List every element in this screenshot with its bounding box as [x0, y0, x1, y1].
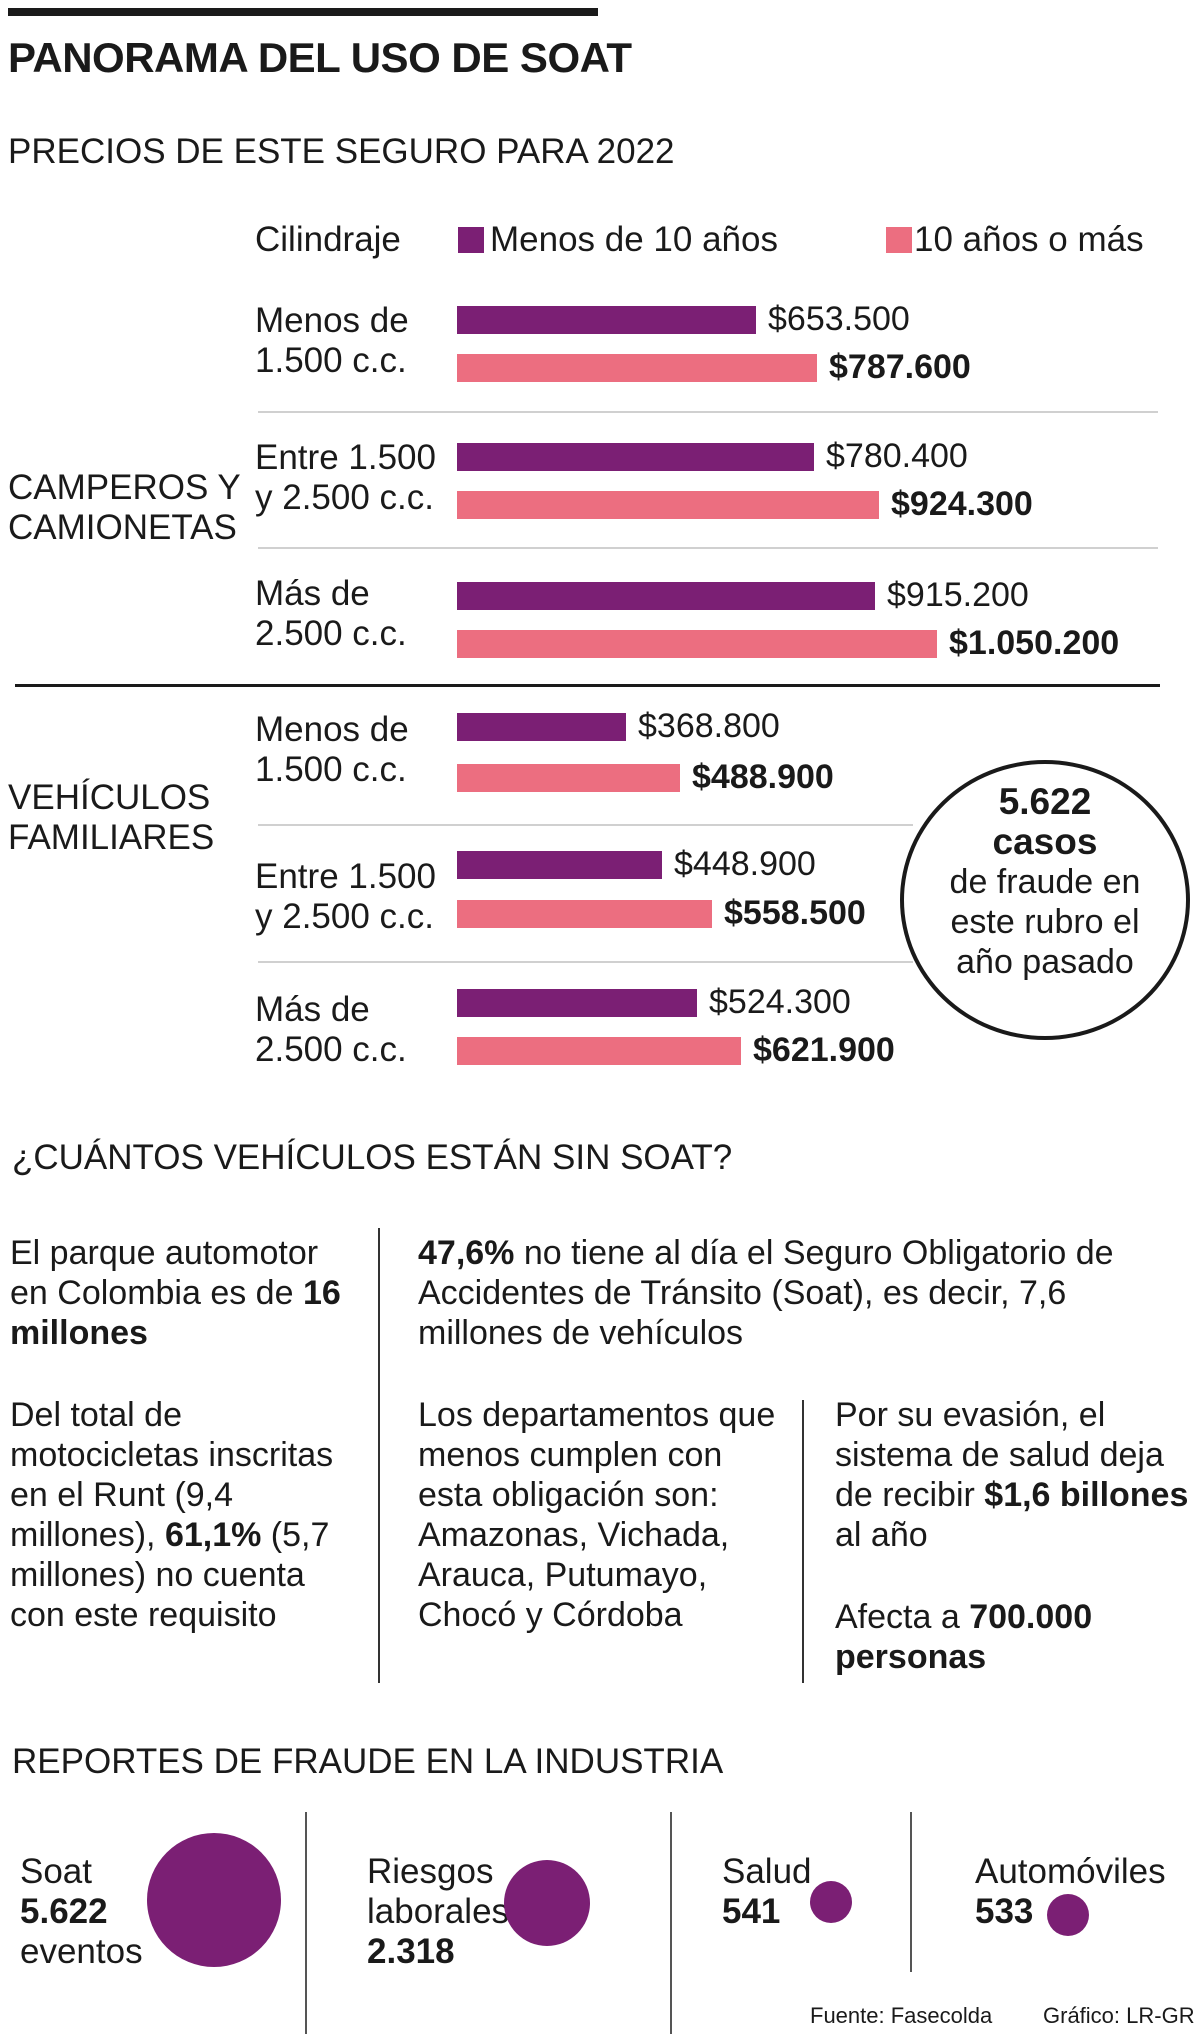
- group-divider: [15, 684, 1160, 687]
- column-divider: [670, 1812, 672, 2034]
- fraud-bubble: [810, 1881, 852, 1923]
- bar-menos-10: [457, 582, 875, 610]
- fact-motocicletas: Del total de motocicletas inscritas en e…: [10, 1396, 334, 1634]
- bar-menos-10: [457, 851, 662, 879]
- bar-menos-10: [457, 306, 756, 334]
- fraud-label: Automóviles: [975, 1852, 1166, 1891]
- bar-mas-10: [457, 1037, 741, 1065]
- group-label-line: CAMPEROS Y: [8, 468, 241, 507]
- column-divider: [802, 1400, 804, 1683]
- fact-sin-soat: 47,6% no tiene al día el Seguro Obligato…: [418, 1234, 1114, 1352]
- bar-mas-10: [457, 491, 879, 519]
- chart-subtitle: PRECIOS DE ESTE SEGURO PARA 2022: [8, 132, 675, 171]
- bar-menos-10: [457, 443, 814, 471]
- row-divider: [258, 824, 913, 826]
- category-label-line: Más de: [255, 990, 370, 1029]
- fact-afecta: Afecta a 700.000 personas: [835, 1598, 1093, 1676]
- credit-note: Gráfico: LR-GR: [1043, 2003, 1195, 2028]
- fraud-callout: 5.622 casos de fraude en este rubro el a…: [900, 760, 1190, 1040]
- callout-text: año pasado: [956, 943, 1134, 981]
- callout-unit: casos: [992, 821, 1098, 862]
- category-label-line: Menos de: [255, 710, 409, 749]
- category-label-line: 1.500 c.c.: [255, 750, 407, 789]
- fraud-label: Soat: [20, 1852, 92, 1891]
- bar-mas-10: [457, 764, 680, 792]
- bar-value-label: $524.300: [709, 983, 851, 1021]
- page-title: PANORAMA DEL USO DE SOAT: [8, 34, 632, 81]
- callout-number: 5.622: [998, 781, 1092, 822]
- fraud-value: 5.622: [20, 1892, 108, 1931]
- legend-swatch-purple: [458, 227, 484, 253]
- fraud-value: 541: [722, 1892, 781, 1931]
- bar-value-label: $488.900: [692, 758, 834, 796]
- fraud-label: eventos: [20, 1932, 143, 1971]
- fraud-label: Salud: [722, 1852, 812, 1891]
- source-note: Fuente: Fasecolda: [810, 2003, 993, 2028]
- category-label-line: y 2.500 c.c.: [255, 897, 434, 936]
- category-label-line: Entre 1.500: [255, 438, 436, 477]
- legend-label-pink: 10 años o más: [914, 220, 1144, 259]
- section-title: REPORTES DE FRAUDE EN LA INDUSTRIA: [12, 1742, 724, 1781]
- group-label-line: CAMIONETAS: [8, 508, 237, 547]
- fraud-label: laborales: [367, 1892, 510, 1931]
- bar-menos-10: [457, 713, 626, 741]
- bar-value-label: $368.800: [638, 707, 780, 745]
- bar-value-label: $1.050.200: [949, 624, 1120, 662]
- section-title: ¿CUÁNTOS VEHÍCULOS ESTÁN SIN SOAT?: [12, 1138, 733, 1177]
- fraud-value: 533: [975, 1892, 1034, 1931]
- column-divider: [910, 1812, 912, 1972]
- group-label-line: FAMILIARES: [8, 818, 215, 857]
- row-divider: [258, 411, 1158, 413]
- bar-menos-10: [457, 989, 697, 1017]
- fraud-label: Riesgos: [367, 1852, 494, 1891]
- legend-swatch-pink: [886, 227, 912, 253]
- callout-text: de fraude en: [949, 863, 1141, 901]
- bar-value-label: $787.600: [829, 348, 971, 386]
- bar-value-label: $915.200: [887, 576, 1029, 614]
- category-label-line: Menos de: [255, 301, 409, 340]
- fact-departamentos: Los departamentos que menos cumplen con …: [418, 1396, 776, 1634]
- column-divider: [305, 1812, 307, 2034]
- row-divider: [258, 547, 1158, 549]
- bar-mas-10: [457, 354, 817, 382]
- category-label-line: Entre 1.500: [255, 857, 436, 896]
- column-divider: [378, 1228, 380, 1683]
- fraud-value: 2.318: [367, 1932, 455, 1971]
- bar-mas-10: [457, 900, 712, 928]
- bar-mas-10: [457, 630, 937, 658]
- category-label-line: 1.500 c.c.: [255, 341, 407, 380]
- category-label-line: 2.500 c.c.: [255, 614, 407, 653]
- fraud-bubble: [1047, 1894, 1089, 1936]
- fraud-bubble: [504, 1860, 590, 1946]
- category-label-line: y 2.500 c.c.: [255, 478, 434, 517]
- row-divider: [258, 961, 913, 963]
- bar-value-label: $621.900: [753, 1031, 895, 1069]
- bar-value-label: $924.300: [891, 485, 1033, 523]
- group-label-line: VEHÍCULOS: [8, 778, 211, 817]
- bar-value-label: $448.900: [674, 845, 816, 883]
- top-rule: [8, 8, 598, 16]
- bar-value-label: $780.400: [826, 437, 968, 475]
- fact-evasion: Por su evasión, el sistema de salud deja…: [835, 1396, 1189, 1554]
- fraud-bubble: [147, 1833, 281, 1967]
- legend-label-purple: Menos de 10 años: [490, 220, 778, 259]
- category-label-line: 2.500 c.c.: [255, 1030, 407, 1069]
- bar-value-label: $558.500: [724, 894, 866, 932]
- callout-text: este rubro el: [950, 903, 1140, 941]
- bar-value-label: $653.500: [768, 300, 910, 338]
- category-label-line: Más de: [255, 574, 370, 613]
- column-label: Cilindraje: [255, 220, 401, 259]
- fact-parque: El parque automotor en Colombia es de 16…: [10, 1234, 341, 1352]
